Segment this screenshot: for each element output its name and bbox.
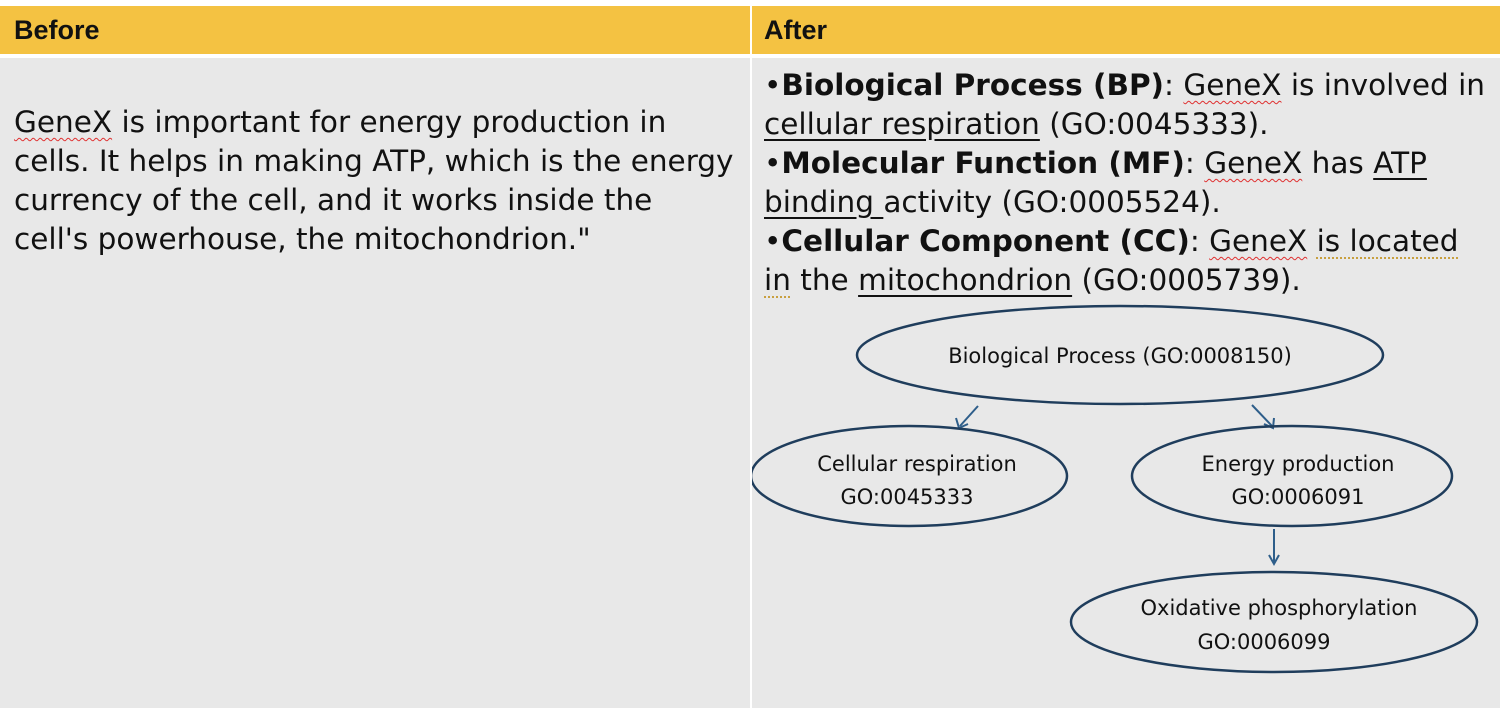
cellular-respiration-id: GO:0045333: [840, 485, 973, 509]
after-header: After: [752, 6, 1500, 54]
cc-line-1: •Cellular Component (CC): GeneX is locat…: [764, 224, 1459, 258]
go-hierarchy-diagram: Biological Process (GO:0008150) Cellular…: [752, 304, 1479, 674]
bp-gene: GeneX: [1183, 68, 1282, 102]
oxidative-phosphorylation-id: GO:0006099: [1197, 630, 1330, 654]
mf-term-binding: binding: [764, 185, 884, 219]
arrowhead-3: [1268, 554, 1280, 567]
cc-label: Cellular Component (CC): [781, 224, 1190, 258]
energy-production-label: Energy production: [1202, 452, 1395, 476]
node-biological-process: Biological Process (GO:0008150): [855, 304, 1385, 406]
mf-label: Molecular Function (MF): [781, 146, 1185, 180]
cc-grammar-2: in: [764, 263, 791, 297]
before-header: Before: [0, 6, 750, 54]
node-energy-production: Energy production GO:0006091: [1130, 424, 1454, 528]
bp-term: cellular respiration: [764, 107, 1040, 141]
cc-grammar-1: is located: [1316, 224, 1459, 258]
node-oxidative-phosphorylation: Oxidative phosphorylation GO:0006099: [1069, 570, 1479, 674]
energy-production-id: GO:0006091: [1231, 485, 1364, 509]
after-cell: •Biological Process (BP): GeneX is invol…: [752, 58, 1500, 708]
edge-root-to-energy-production: [1251, 404, 1273, 427]
bp-line-2: cellular respiration (GO:0045333).: [764, 107, 1269, 141]
mf-line-2: binding activity (GO:0005524).: [764, 185, 1221, 219]
cc-term: mitochondrion: [858, 263, 1073, 297]
edge-root-to-cellular-respiration: [959, 405, 979, 427]
mf-term-atp: ATP: [1373, 146, 1427, 180]
before-paragraph: GeneX is important for energy production…: [14, 105, 734, 256]
before-cell: GeneX is important for energy production…: [0, 58, 750, 708]
cellular-respiration-label: Cellular respiration: [817, 452, 1017, 476]
mf-gene: GeneX: [1204, 146, 1303, 180]
bp-line-1: •Biological Process (BP): GeneX is invol…: [764, 68, 1485, 102]
node-cellular-respiration: Cellular respiration GO:0045333: [752, 424, 1069, 528]
root-label: Biological Process (GO:0008150): [948, 344, 1292, 368]
bp-label: Biological Process (BP): [781, 68, 1165, 102]
mf-line-1: •Molecular Function (MF): GeneX has ATP: [764, 146, 1427, 180]
oxidative-phosphorylation-label: Oxidative phosphorylation: [1141, 596, 1418, 620]
cc-line-2: in the mitochondrion (GO:0005739).: [764, 263, 1301, 297]
cc-gene: GeneX: [1209, 224, 1308, 258]
genex-word: GeneX: [14, 105, 113, 139]
